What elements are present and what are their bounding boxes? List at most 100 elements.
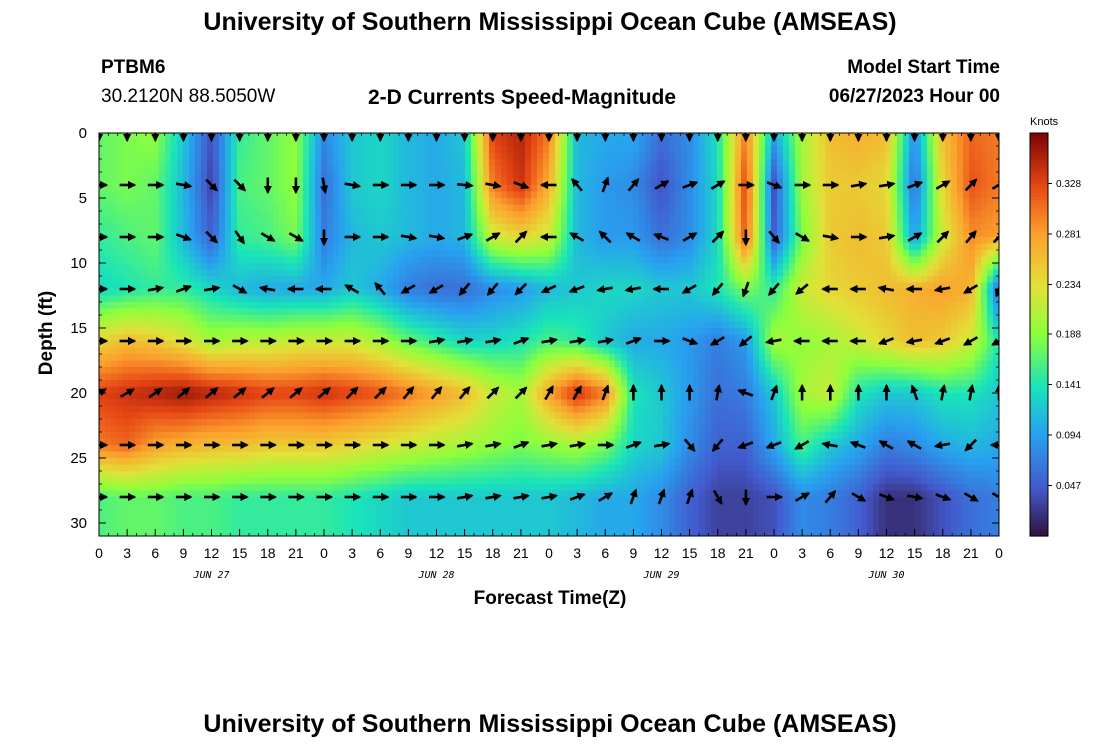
heatmap-cell bbox=[483, 204, 490, 212]
heatmap-cell bbox=[825, 256, 832, 264]
heatmap-cell bbox=[771, 172, 778, 180]
heatmap-cell bbox=[297, 185, 304, 193]
heatmap-cell bbox=[483, 185, 490, 193]
heatmap-cell bbox=[477, 341, 484, 349]
heatmap-cell bbox=[639, 308, 646, 316]
heatmap-cell bbox=[843, 295, 850, 303]
heatmap-cell bbox=[549, 289, 556, 297]
heatmap-cell bbox=[639, 172, 646, 180]
heatmap-cell bbox=[243, 139, 250, 147]
heatmap-cell bbox=[261, 198, 268, 206]
heatmap-cell bbox=[231, 198, 238, 206]
heatmap-cell bbox=[681, 250, 688, 258]
heatmap-cell bbox=[435, 308, 442, 316]
heatmap-cell bbox=[729, 282, 736, 290]
heatmap-cell bbox=[861, 308, 868, 316]
heatmap-cell bbox=[597, 198, 604, 206]
heatmap-cell bbox=[849, 328, 856, 336]
heatmap-cell bbox=[669, 211, 676, 219]
heatmap-cell bbox=[627, 328, 634, 336]
heatmap-cell bbox=[609, 269, 616, 277]
heatmap-cell bbox=[825, 139, 832, 147]
heatmap-cell bbox=[951, 263, 958, 271]
heatmap-cell bbox=[645, 185, 652, 193]
heatmap-cell bbox=[597, 315, 604, 323]
heatmap-cell bbox=[549, 165, 556, 173]
heatmap-cell bbox=[531, 178, 538, 186]
heatmap-cell bbox=[111, 159, 118, 167]
heatmap-cell bbox=[801, 191, 808, 199]
heatmap-cell bbox=[333, 172, 340, 180]
heatmap-cell bbox=[591, 282, 598, 290]
heatmap-cell bbox=[957, 224, 964, 232]
heatmap-cell bbox=[891, 289, 898, 297]
heatmap-cell bbox=[759, 302, 766, 310]
heatmap-cell bbox=[663, 139, 670, 147]
heatmap-cell bbox=[387, 295, 394, 303]
heatmap-cell bbox=[879, 243, 886, 251]
heatmap-cell bbox=[747, 263, 754, 271]
heatmap-cell bbox=[525, 172, 532, 180]
heatmap-cell bbox=[789, 198, 796, 206]
heatmap-cell bbox=[201, 308, 208, 316]
heatmap-cell bbox=[225, 269, 232, 277]
heatmap-cell bbox=[225, 191, 232, 199]
heatmap-cell bbox=[507, 308, 514, 316]
heatmap-cell bbox=[681, 139, 688, 147]
heatmap-cell bbox=[351, 269, 358, 277]
heatmap-cell bbox=[639, 146, 646, 154]
heatmap-cell bbox=[861, 341, 868, 349]
heatmap-cell bbox=[921, 230, 928, 238]
heatmap-cell bbox=[231, 263, 238, 271]
heatmap-cell bbox=[639, 256, 646, 264]
heatmap-cell bbox=[135, 139, 142, 147]
heatmap-cell bbox=[405, 211, 412, 219]
heatmap-cell bbox=[201, 334, 208, 342]
heatmap-cell bbox=[111, 146, 118, 154]
heatmap-cell bbox=[171, 263, 178, 271]
heatmap-cell bbox=[897, 263, 904, 271]
heatmap-cell bbox=[507, 263, 514, 271]
heatmap-cell bbox=[105, 308, 112, 316]
heatmap-cell bbox=[879, 224, 886, 232]
heatmap-cell bbox=[141, 334, 148, 342]
heatmap-cell bbox=[399, 256, 406, 264]
heatmap-cell bbox=[519, 328, 526, 336]
heatmap-cell bbox=[105, 185, 112, 193]
heatmap-cell bbox=[363, 256, 370, 264]
heatmap-cell bbox=[159, 263, 166, 271]
heatmap-cell bbox=[549, 204, 556, 212]
heatmap-cell bbox=[477, 328, 484, 336]
heatmap-cell bbox=[555, 328, 562, 336]
heatmap-cell bbox=[897, 152, 904, 160]
heatmap-cell bbox=[507, 250, 514, 258]
heatmap-cell bbox=[759, 146, 766, 154]
heatmap-cell bbox=[579, 250, 586, 258]
heatmap-cell bbox=[135, 289, 142, 297]
heatmap-cell bbox=[951, 224, 958, 232]
heatmap-cell bbox=[429, 315, 436, 323]
heatmap-cell bbox=[441, 276, 448, 284]
heatmap-cell bbox=[561, 315, 568, 323]
heatmap-cell bbox=[399, 139, 406, 147]
heatmap-cell bbox=[165, 237, 172, 245]
heatmap-cell bbox=[843, 269, 850, 277]
heatmap-cell bbox=[177, 165, 184, 173]
heatmap-cell bbox=[969, 139, 976, 147]
heatmap-cell bbox=[675, 256, 682, 264]
heatmap-cell bbox=[525, 237, 532, 245]
heatmap-cell bbox=[147, 211, 154, 219]
heatmap-cell bbox=[303, 139, 310, 147]
heatmap-cell bbox=[309, 295, 316, 303]
heatmap-cell bbox=[879, 302, 886, 310]
heatmap-cell bbox=[513, 152, 520, 160]
heatmap-cell bbox=[153, 204, 160, 212]
heatmap-cell bbox=[351, 146, 358, 154]
heatmap-cell bbox=[411, 133, 418, 141]
heatmap-cell bbox=[891, 321, 898, 329]
heatmap-cell bbox=[135, 302, 142, 310]
heatmap-cell bbox=[363, 328, 370, 336]
heatmap-cell bbox=[489, 321, 496, 329]
heatmap-cell bbox=[981, 172, 988, 180]
heatmap-cell bbox=[339, 159, 346, 167]
